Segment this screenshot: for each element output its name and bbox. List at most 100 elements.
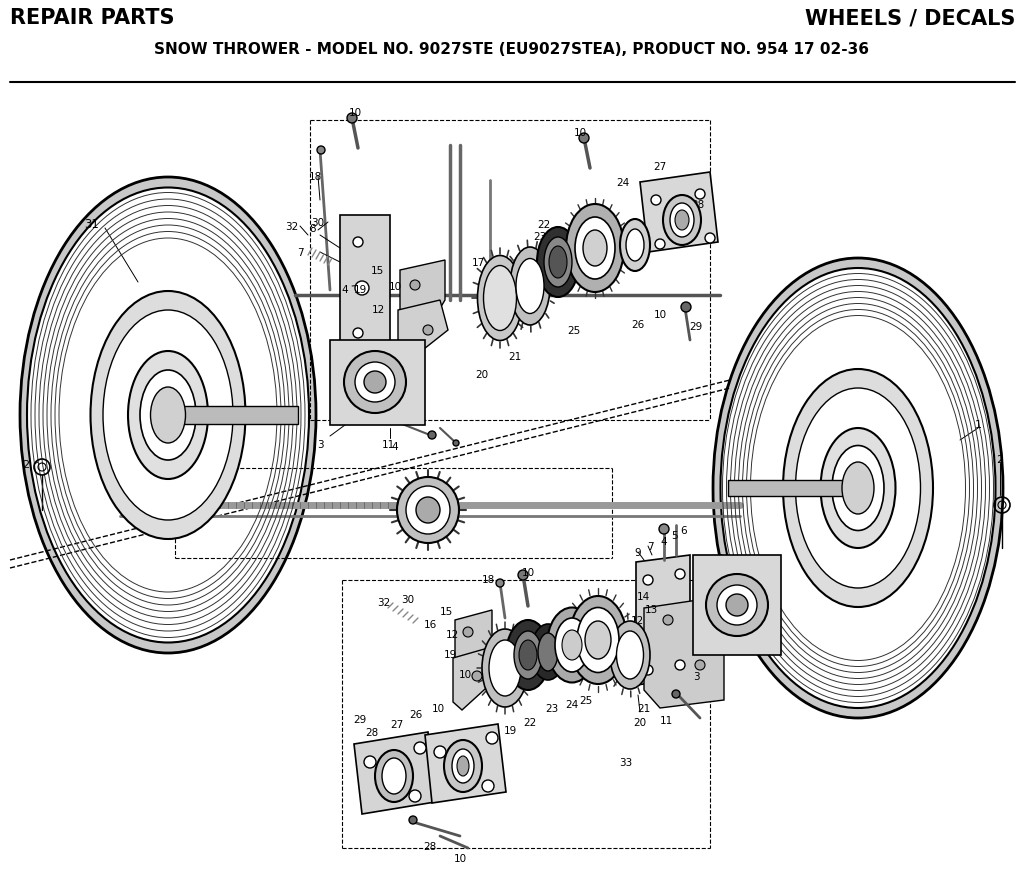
Circle shape <box>482 780 494 792</box>
Circle shape <box>672 690 680 698</box>
Text: REPAIR PARTS: REPAIR PARTS <box>10 8 174 28</box>
Text: 2: 2 <box>22 460 29 470</box>
Text: 5: 5 <box>671 531 677 541</box>
Circle shape <box>695 660 705 670</box>
Ellipse shape <box>562 630 582 660</box>
Ellipse shape <box>620 219 650 271</box>
Text: 22: 22 <box>523 718 537 728</box>
Circle shape <box>434 746 446 758</box>
Polygon shape <box>455 610 492 670</box>
Circle shape <box>347 113 357 123</box>
Ellipse shape <box>610 621 650 689</box>
Text: 3: 3 <box>316 440 324 450</box>
Ellipse shape <box>575 217 615 279</box>
Text: 24: 24 <box>616 178 630 188</box>
Bar <box>693 555 781 655</box>
Ellipse shape <box>566 204 624 292</box>
Ellipse shape <box>544 237 572 287</box>
Ellipse shape <box>444 740 482 792</box>
Ellipse shape <box>717 585 757 625</box>
Ellipse shape <box>585 621 611 659</box>
Ellipse shape <box>583 230 607 266</box>
Ellipse shape <box>416 497 440 523</box>
Text: 4: 4 <box>717 554 723 564</box>
Ellipse shape <box>20 177 316 653</box>
Circle shape <box>681 302 691 312</box>
Ellipse shape <box>355 362 395 402</box>
Circle shape <box>486 732 498 744</box>
Text: 29: 29 <box>353 715 367 725</box>
Text: 20: 20 <box>634 718 646 728</box>
Ellipse shape <box>626 229 644 261</box>
Text: 12: 12 <box>372 305 385 315</box>
Ellipse shape <box>538 633 558 671</box>
Ellipse shape <box>477 255 522 340</box>
Circle shape <box>409 790 421 802</box>
Text: 32: 32 <box>286 222 299 232</box>
Text: 10: 10 <box>459 670 472 680</box>
Ellipse shape <box>510 247 550 325</box>
Text: 22: 22 <box>538 220 551 230</box>
Ellipse shape <box>783 369 933 607</box>
Ellipse shape <box>569 596 627 684</box>
Text: 10: 10 <box>573 128 587 138</box>
Circle shape <box>410 280 420 290</box>
Circle shape <box>659 524 669 534</box>
Text: 30: 30 <box>401 595 415 605</box>
Bar <box>168 406 298 424</box>
Text: 10: 10 <box>431 704 444 714</box>
Circle shape <box>453 440 459 446</box>
Text: 32: 32 <box>378 598 390 608</box>
Text: 2: 2 <box>996 455 1004 465</box>
Text: 25: 25 <box>567 326 581 336</box>
Polygon shape <box>644 600 724 708</box>
Ellipse shape <box>344 351 406 413</box>
Ellipse shape <box>519 640 537 670</box>
Ellipse shape <box>577 608 618 672</box>
Text: WHEELS / DECALS: WHEELS / DECALS <box>805 8 1015 28</box>
Text: 18: 18 <box>481 575 495 585</box>
Text: 14: 14 <box>636 592 649 602</box>
Ellipse shape <box>713 258 1002 718</box>
Text: 13: 13 <box>644 605 657 615</box>
Ellipse shape <box>547 608 597 683</box>
Bar <box>728 480 858 496</box>
Text: 11: 11 <box>659 716 673 726</box>
Text: 28: 28 <box>423 842 436 852</box>
Circle shape <box>675 660 685 670</box>
Text: 19: 19 <box>443 650 457 660</box>
Circle shape <box>317 146 325 154</box>
Text: 27: 27 <box>653 162 667 172</box>
Polygon shape <box>425 724 506 803</box>
Ellipse shape <box>555 618 589 672</box>
Text: 25: 25 <box>580 696 593 706</box>
Text: 27: 27 <box>390 720 403 730</box>
Text: 10: 10 <box>348 108 361 118</box>
Circle shape <box>655 239 665 249</box>
Text: 1: 1 <box>975 420 981 430</box>
Ellipse shape <box>706 574 768 636</box>
Ellipse shape <box>375 750 413 802</box>
Ellipse shape <box>128 351 208 479</box>
Ellipse shape <box>616 631 643 679</box>
Ellipse shape <box>796 388 921 588</box>
Text: 28: 28 <box>691 200 705 210</box>
Text: 19: 19 <box>353 285 367 295</box>
Ellipse shape <box>483 265 516 330</box>
Text: 10: 10 <box>521 568 535 578</box>
Text: 7: 7 <box>297 248 303 258</box>
Text: 3: 3 <box>692 672 699 682</box>
Ellipse shape <box>406 486 450 534</box>
Text: 12: 12 <box>445 630 459 640</box>
Text: 20: 20 <box>475 370 488 380</box>
Bar <box>330 340 425 425</box>
Circle shape <box>414 742 426 754</box>
Ellipse shape <box>516 258 544 314</box>
Text: 21: 21 <box>637 704 650 714</box>
Ellipse shape <box>726 594 748 616</box>
Text: 12: 12 <box>631 616 644 626</box>
Ellipse shape <box>364 371 386 393</box>
Text: 30: 30 <box>311 218 325 228</box>
Circle shape <box>643 575 653 585</box>
Polygon shape <box>340 215 390 360</box>
